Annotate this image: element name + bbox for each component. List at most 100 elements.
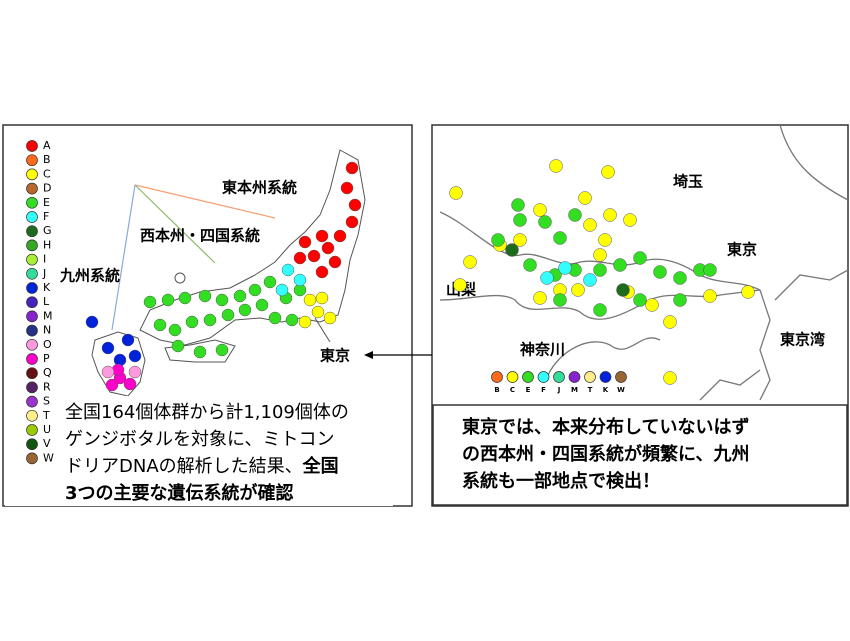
site-dot [571,283,585,297]
legend-label: F [541,386,546,394]
site-dot [463,255,477,269]
site-dot [533,291,547,305]
site-dot [315,229,329,243]
legend-swatch [599,371,612,383]
legend-label: I [43,253,46,266]
legend-swatch [26,282,38,294]
site-dot [553,231,567,245]
site-dot [143,295,157,309]
legend-swatch [26,409,38,422]
legend-swatch [491,371,503,383]
border [547,337,661,376]
legend-swatch [26,253,38,266]
caption: 東京では、本来分布していないはず [462,416,749,438]
area-label: 東京湾 [780,331,825,349]
site-dot [298,235,312,249]
site-dot [593,263,607,277]
border [439,289,761,320]
site-dot [513,233,527,247]
legend-label: T [588,386,593,394]
legend-swatch [26,239,38,252]
legend-label: T [42,409,50,422]
site-dot [593,303,607,317]
legend-label: N [43,324,51,337]
site-dot [540,271,554,285]
site-dot [703,289,717,303]
legend-swatch [26,296,38,309]
legend-label: B [43,153,51,166]
site-dot [633,293,647,307]
site-dot [281,263,295,277]
region-label: 東本州系統 [222,179,297,197]
site-dot [248,283,262,297]
island [174,272,186,284]
area-label: 埼玉 [673,173,703,191]
legend-swatch [26,154,38,167]
legend-label: G [43,224,52,237]
site-dot [311,305,325,319]
legend-label: A [43,139,51,152]
site-dot [348,198,362,212]
site-dot [315,291,329,305]
site-dot [601,165,615,179]
legend-label: C [43,167,51,180]
legend-label: E [43,196,50,209]
legend-swatch [26,324,38,337]
legend-label: P [43,352,50,365]
site-dot [583,273,597,287]
site-dot [453,278,467,292]
legend-swatch [26,381,38,394]
region-label: 九州系統 [59,267,120,285]
legend-swatch [506,371,519,383]
legend-swatch [26,196,38,209]
legend-swatch [26,225,38,238]
legend-swatch [26,168,38,181]
site-dot [511,198,525,212]
coast [774,269,849,301]
site-dot [153,318,167,332]
caption: 3つの主要な遺伝系統が確認 [65,482,294,504]
pointer-line [134,184,216,264]
legend-label: V [43,437,51,450]
legend-label: J [42,267,46,280]
legend-label: S [43,395,50,408]
site-dot [321,241,335,255]
region-label: 東京 [320,347,350,365]
site-dot [215,293,229,307]
legend-swatch [26,424,38,436]
legend-label: D [43,182,51,195]
site-dot [85,315,99,329]
site-dot [663,315,677,329]
legend-swatch [26,140,38,152]
caption-box [432,404,848,506]
legend-swatch [568,371,581,383]
coast [699,369,761,401]
site-dot [307,249,321,263]
site-dot [285,313,299,327]
site-dot [121,333,135,347]
legend-label: J [557,386,561,394]
caption: の西本州・四国系統が頻繁に、九州 [462,443,749,465]
site-dot [673,293,687,307]
site-dot [171,339,185,353]
legend-label: M [43,309,53,322]
legend-swatch [522,371,534,383]
site-dot [583,218,597,232]
legend-label: H [43,238,51,251]
site-dot [193,345,207,359]
border [779,124,849,201]
site-dot [513,213,527,227]
legend-swatch [26,211,38,223]
caption: 系統も一部地点で検出！ [462,470,660,492]
site-dot [491,233,505,247]
legend-label: L [43,295,50,308]
site-dot [315,265,329,279]
legend-swatch [26,182,38,195]
site-dot [345,215,359,229]
site-dot [328,255,342,269]
site-dot [593,248,607,262]
area-label: 東京 [727,241,757,259]
legend-label: W [617,386,625,394]
site-dot [553,293,567,307]
arrow-head [364,351,373,359]
